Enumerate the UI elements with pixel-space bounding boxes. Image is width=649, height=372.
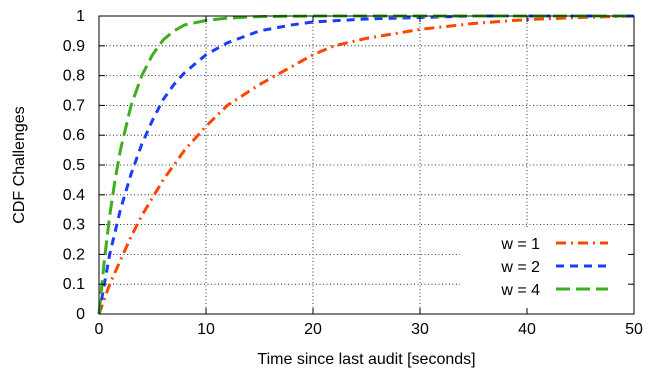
x-tick-label: 10 (197, 321, 215, 338)
x-tick-label: 0 (95, 321, 104, 338)
x-tick-label: 20 (304, 321, 322, 338)
x-axis-label: Time since last audit [seconds] (257, 351, 475, 368)
x-tick-label: 40 (518, 321, 536, 338)
legend-label: w = 2 (500, 259, 540, 276)
y-tick-label: 1 (76, 8, 85, 25)
grid-lines (99, 16, 634, 314)
y-tick-label: 0.2 (63, 246, 85, 263)
x-tick-label: 50 (625, 321, 643, 338)
y-tick-label: 0.6 (63, 127, 85, 144)
y-tick-label: 0 (76, 306, 85, 323)
legend: w = 1 w = 2 w = 4 (460, 228, 633, 300)
y-tick-label: 0.5 (63, 157, 85, 174)
y-tick-label: 0.8 (63, 68, 85, 85)
y-axis-label: CDF Challenges (11, 106, 28, 223)
axis-ticks: 0 10 20 30 40 50 0 0.1 0.2 0.3 0.4 0.5 0.6 0.7 0.8 0.9 1 (63, 8, 643, 338)
y-tick-label: 0.7 (63, 97, 85, 114)
y-tick-label: 0.4 (63, 187, 85, 204)
legend-label: w = 1 (500, 236, 540, 253)
legend-label: w = 4 (500, 282, 540, 299)
x-tick-label: 30 (411, 321, 429, 338)
series-line-3 (97, 14, 634, 315)
y-tick-label: 0.9 (63, 38, 85, 55)
series-line-1 (97, 14, 635, 315)
y-tick-label: 0.3 (63, 217, 85, 234)
y-tick-label: 0.1 (63, 276, 85, 293)
